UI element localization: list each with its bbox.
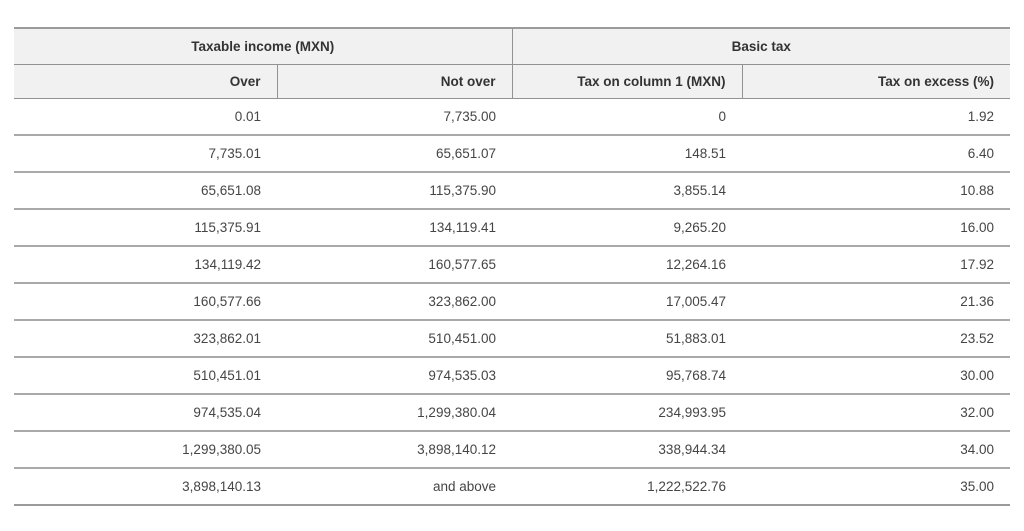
col-header-tax-on-excess: Tax on excess (%) [741,64,1011,99]
table-cell: 148.51 [512,135,742,173]
table-cell: 10.88 [742,172,1011,210]
table-cell: 0 [512,98,742,136]
table-cell: 34.00 [742,431,1011,469]
table-row: 1,299,380.05 3,898,140.12 338,944.34 34.00 [14,431,1011,469]
table-row: 134,119.42 160,577.65 12,264.16 17.92 [14,246,1011,284]
table-cell: 160,577.66 [14,283,277,321]
tax-brackets-table: Taxable income (MXN) Basic tax Over Not … [14,27,1011,506]
table-cell: 9,265.20 [512,209,742,247]
table-cell: 1,222,522.76 [512,468,742,505]
table-cell: 1,299,380.04 [277,394,512,432]
table-cell: 323,862.00 [277,283,512,321]
table-cell: 32.00 [742,394,1011,432]
group-header-row: Taxable income (MXN) Basic tax [14,28,1011,65]
table-cell: 95,768.74 [512,357,742,395]
table-row: 65,651.08 115,375.90 3,855.14 10.88 [14,172,1011,210]
table-cell: 134,119.42 [14,246,277,284]
table-cell: 134,119.41 [277,209,512,247]
table-row: 510,451.01 974,535.03 95,768.74 30.00 [14,357,1011,395]
table-cell: 17,005.47 [512,283,742,321]
table-cell: 338,944.34 [512,431,742,469]
table-cell: 0.01 [14,98,277,136]
table-row: 115,375.91 134,119.41 9,265.20 16.00 [14,209,1011,247]
table-row: 323,862.01 510,451.00 51,883.01 23.52 [14,320,1011,358]
table-cell: 16.00 [742,209,1011,247]
table-cell: 7,735.00 [277,98,512,136]
table-cell: 23.52 [742,320,1011,358]
col-header-tax-on-column-1: Tax on column 1 (MXN) [511,64,742,99]
table-cell: 65,651.08 [14,172,277,210]
table-cell: 3,898,140.13 [14,468,277,505]
table-cell: 974,535.04 [14,394,277,432]
table-cell: 510,451.00 [277,320,512,358]
table-row: 3,898,140.13 and above 1,222,522.76 35.00 [14,468,1011,505]
table-body: 0.01 7,735.00 0 1.92 7,735.01 65,651.07 148.51… [14,98,1011,505]
table-cell: 7,735.01 [14,135,277,173]
table-cell: 323,862.01 [14,320,277,358]
table-cell: 115,375.91 [14,209,277,247]
table-cell: 6.40 [742,135,1011,173]
group-header-taxable-income: Taxable income (MXN) [14,28,512,65]
table-cell: 35.00 [742,468,1011,505]
col-header-over: Over [14,64,277,99]
table-cell: 115,375.90 [277,172,512,210]
table-cell: 3,855.14 [512,172,742,210]
table-cell: and above [277,468,512,505]
column-header-row: Over Not over Tax on column 1 (MXN) Tax … [14,64,1011,99]
table-cell: 974,535.03 [277,357,512,395]
table-cell: 65,651.07 [277,135,512,173]
table-cell: 160,577.65 [277,246,512,284]
table-row: 160,577.66 323,862.00 17,005.47 21.36 [14,283,1011,321]
table-cell: 30.00 [742,357,1011,395]
table-row: 0.01 7,735.00 0 1.92 [14,98,1011,136]
table-cell: 3,898,140.12 [277,431,512,469]
table-cell: 12,264.16 [512,246,742,284]
table-cell: 51,883.01 [512,320,742,358]
table-cell: 21.36 [742,283,1011,321]
table-cell: 234,993.95 [512,394,742,432]
table-row: 974,535.04 1,299,380.04 234,993.95 32.00 [14,394,1011,432]
table-row: 7,735.01 65,651.07 148.51 6.40 [14,135,1011,173]
table-cell: 510,451.01 [14,357,277,395]
col-header-not-over: Not over [276,64,512,99]
table-cell: 17.92 [742,246,1011,284]
table-cell: 1.92 [742,98,1011,136]
table-cell: 1,299,380.05 [14,431,277,469]
group-header-basic-tax: Basic tax [511,28,1011,65]
